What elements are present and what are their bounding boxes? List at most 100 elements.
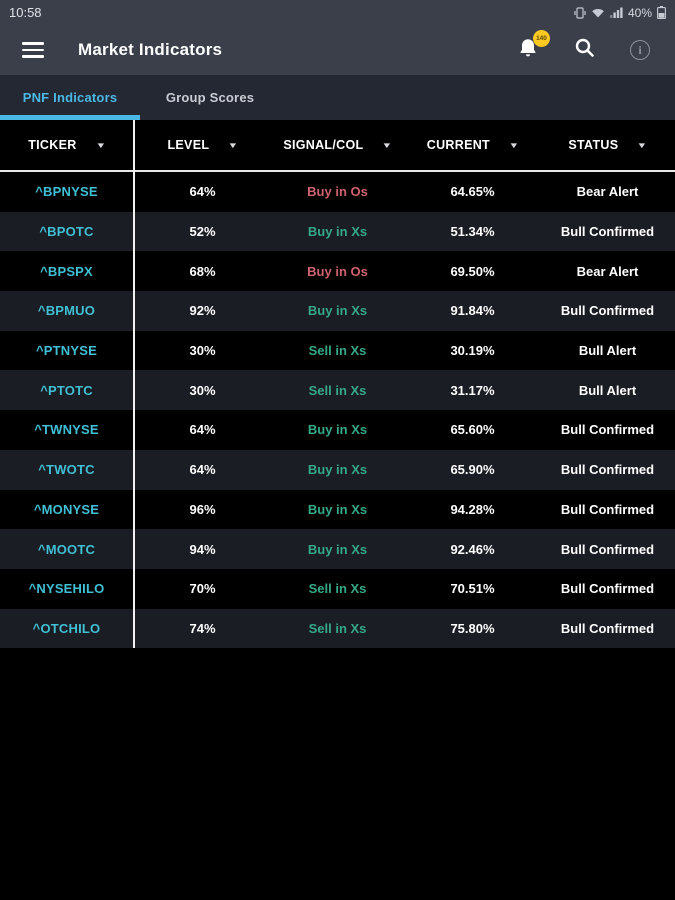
level-cell: 30%: [189, 382, 216, 398]
info-icon: i: [630, 40, 650, 60]
signal-cell: Buy in Os: [307, 263, 368, 279]
column-header[interactable]: TICKER ▼: [0, 120, 135, 170]
ticker-cell[interactable]: ^NYSEHILO: [0, 568, 135, 609]
search-icon: [574, 37, 595, 63]
notifications-button[interactable]: 140: [515, 30, 550, 63]
column-header[interactable]: STATUS ▼: [540, 120, 675, 170]
column-header-label: LEVEL: [167, 138, 210, 152]
status-time: 10:58: [9, 5, 42, 20]
status-cell: Bull Confirmed: [560, 541, 655, 557]
signal-cell: Buy in Xs: [307, 422, 368, 438]
ticker-cell[interactable]: ^BPMUO: [0, 291, 135, 331]
current-cell: 65.90%: [450, 462, 495, 478]
status-cell: Bear Alert: [576, 184, 639, 200]
tab-group-scores[interactable]: Group Scores: [165, 90, 255, 105]
table-row[interactable]: ^BPMUO 92% Buy in Xs 91.84% Bull Confirm…: [0, 291, 675, 331]
tab-bar: PNF Indicators Group Scores: [0, 75, 675, 120]
table-row[interactable]: ^BPNYSE 64% Buy in Os 64.65% Bear Alert: [0, 172, 675, 212]
table-row[interactable]: ^MONYSE 96% Buy in Xs 94.28% Bull Confir…: [0, 489, 675, 530]
ticker-cell[interactable]: ^TWOTC: [0, 449, 135, 490]
current-cell: 70.51%: [450, 581, 495, 597]
current-cell: 91.84%: [450, 303, 495, 319]
ticker-cell[interactable]: ^PTOTC: [0, 370, 135, 411]
app-bar: Market Indicators 140 i: [0, 25, 675, 75]
sort-chevron-down-icon[interactable]: ▼: [636, 140, 649, 150]
level-cell: 68%: [189, 263, 216, 279]
table-row[interactable]: ^TWOTC 64% Buy in Xs 65.90% Bull Confirm…: [0, 449, 675, 490]
table-row[interactable]: ^MOOTC 94% Buy in Xs 92.46% Bull Confirm…: [0, 529, 675, 569]
current-cell: 92.46%: [450, 541, 495, 557]
level-cell: 64%: [189, 422, 216, 438]
level-cell: 70%: [189, 581, 216, 597]
ticker-cell[interactable]: ^BPOTC: [0, 211, 135, 252]
column-header[interactable]: SIGNAL/COL ▼: [270, 120, 405, 170]
ticker-cell[interactable]: ^BPNYSE: [0, 172, 135, 212]
table-row[interactable]: ^PTNYSE 30% Sell in Xs 30.19% Bull Alert: [0, 330, 675, 371]
menu-icon[interactable]: [22, 42, 44, 58]
status-cell: Bear Alert: [576, 263, 639, 279]
ticker-cell[interactable]: ^PTNYSE: [0, 330, 135, 371]
table-row[interactable]: ^OTCHILO 74% Sell in Xs 75.80% Bull Conf…: [0, 608, 675, 649]
signal-cell: Buy in Xs: [307, 541, 368, 557]
signal-cell: Sell in Xs: [308, 620, 367, 636]
signal-cell: Buy in Xs: [307, 224, 368, 240]
ticker-cell[interactable]: ^MOOTC: [0, 529, 135, 569]
current-cell: 94.28%: [450, 501, 495, 517]
battery-percent: 40%: [627, 5, 652, 20]
table-body: ^BPNYSE 64% Buy in Os 64.65% Bear Alert …: [0, 172, 675, 649]
table-row[interactable]: ^BPOTC 52% Buy in Xs 51.34% Bull Confirm…: [0, 211, 675, 252]
level-cell: 30%: [189, 343, 216, 359]
table-row[interactable]: ^PTOTC 30% Sell in Xs 31.17% Bull Alert: [0, 370, 675, 411]
sort-chevron-down-icon[interactable]: ▼: [95, 140, 107, 150]
page-title: Market Indicators: [78, 40, 223, 59]
current-cell: 30.19%: [450, 343, 495, 359]
table-header-row: TICKER ▼ LEVEL ▼ SIGNAL/COL ▼ CURRENT ▼ …: [0, 120, 675, 172]
signal-cell: Buy in Os: [307, 184, 368, 200]
column-header[interactable]: LEVEL ▼: [135, 120, 270, 170]
current-cell: 31.17%: [450, 382, 495, 398]
status-cell: Bull Alert: [578, 343, 637, 359]
column-header[interactable]: CURRENT ▼: [405, 120, 540, 170]
column-header-label: STATUS: [568, 138, 619, 152]
level-cell: 92%: [189, 303, 216, 319]
sort-chevron-down-icon[interactable]: ▼: [227, 140, 239, 150]
active-tab-indicator: [0, 115, 140, 120]
battery-icon: [657, 6, 666, 19]
search-button[interactable]: [571, 37, 597, 63]
indicators-table: TICKER ▼ LEVEL ▼ SIGNAL/COL ▼ CURRENT ▼ …: [0, 120, 675, 649]
notifications-bell-icon: [518, 37, 538, 63]
level-cell: 64%: [189, 462, 216, 478]
level-cell: 96%: [189, 501, 216, 517]
signal-icon: [609, 7, 623, 19]
table-row[interactable]: ^TWNYSE 64% Buy in Xs 65.60% Bull Confir…: [0, 410, 675, 450]
info-button[interactable]: i: [627, 37, 653, 63]
level-cell: 52%: [189, 224, 216, 240]
level-cell: 94%: [189, 541, 216, 557]
ticker-cell[interactable]: ^BPSPX: [0, 251, 135, 292]
status-cell: Bull Confirmed: [560, 303, 655, 319]
column-header-label: SIGNAL/COL: [283, 138, 364, 152]
table-row[interactable]: ^BPSPX 68% Buy in Os 69.50% Bear Alert: [0, 251, 675, 292]
sort-chevron-down-icon[interactable]: ▼: [508, 140, 520, 150]
signal-cell: Sell in Xs: [308, 343, 367, 359]
level-cell: 64%: [189, 184, 216, 200]
signal-cell: Buy in Xs: [307, 303, 368, 319]
signal-cell: Sell in Xs: [308, 581, 367, 597]
tab-pnf-indicators[interactable]: PNF Indicators: [22, 90, 118, 105]
signal-cell: Buy in Xs: [307, 462, 368, 478]
column-header-label: TICKER: [28, 138, 77, 152]
ticker-cell[interactable]: ^TWNYSE: [0, 410, 135, 450]
status-cell: Bull Alert: [578, 382, 637, 398]
status-cell: Bull Confirmed: [560, 224, 655, 240]
ticker-cell[interactable]: ^MONYSE: [0, 489, 135, 530]
current-cell: 65.60%: [450, 422, 495, 438]
notification-badge: 140: [533, 30, 550, 47]
status-bar: 10:58 40%: [0, 0, 675, 25]
table-row[interactable]: ^NYSEHILO 70% Sell in Xs 70.51% Bull Con…: [0, 568, 675, 609]
status-cell: Bull Confirmed: [560, 462, 655, 478]
ticker-cell[interactable]: ^OTCHILO: [0, 608, 135, 649]
vibrate-icon: [574, 6, 586, 19]
status-cell: Bull Confirmed: [560, 620, 655, 636]
sort-chevron-down-icon[interactable]: ▼: [381, 140, 394, 150]
